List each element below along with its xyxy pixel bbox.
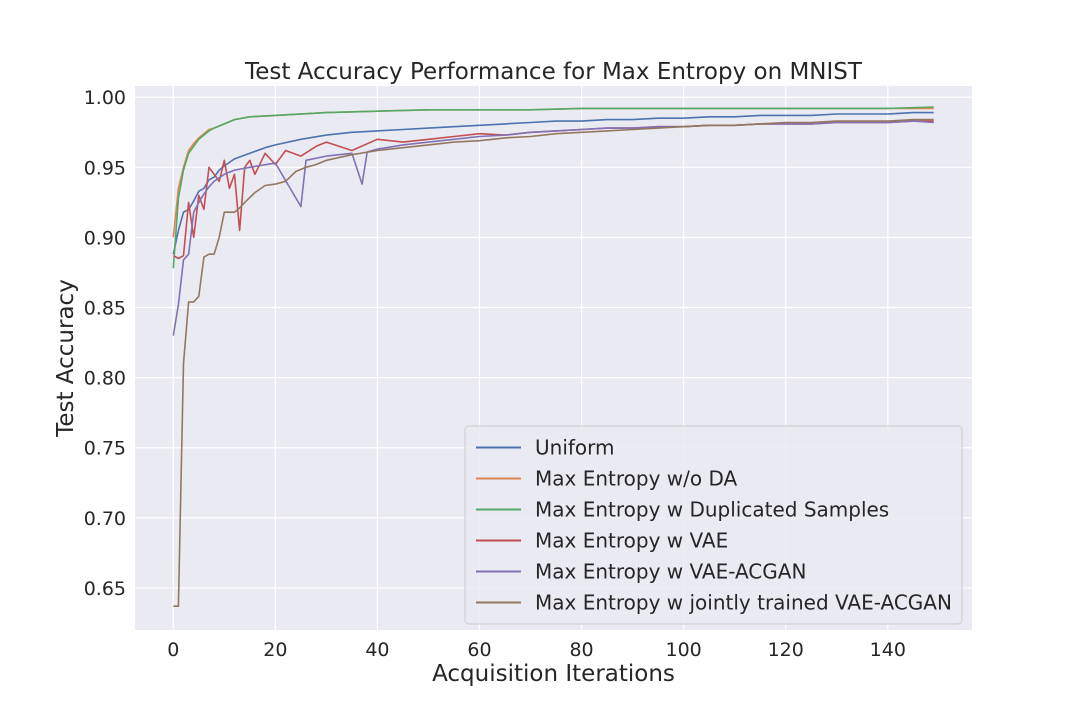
y-tick-label: 0.75: [84, 438, 126, 460]
y-tick-label: 0.90: [84, 227, 126, 249]
y-tick-label: 0.70: [84, 508, 126, 530]
legend: Uniform Max Entropy w/o DA Max Entropy w D…: [464, 425, 963, 625]
x-tick-label: 40: [365, 639, 389, 661]
x-axis-label: Acquisition Iterations: [432, 661, 675, 687]
x-tick-label: 140: [870, 639, 906, 661]
legend-label: Max Entropy w VAE: [535, 529, 728, 553]
y-tick-label: 1.00: [84, 87, 126, 109]
y-axis-ticks: 0.65 0.70 0.75 0.80 0.85 0.90 0.95 1.00: [84, 87, 126, 600]
legend-label: Max Entropy w/o DA: [535, 467, 738, 491]
x-tick-label: 120: [768, 639, 804, 661]
x-tick-label: 100: [666, 639, 702, 661]
series-group: [172, 106, 934, 608]
legend-label: Max Entropy w jointly trained VAE-ACGAN: [535, 591, 952, 615]
y-tick-label: 0.95: [84, 157, 126, 179]
legend-label: Uniform: [535, 436, 615, 460]
y-tick-label: 0.85: [84, 298, 126, 320]
legend-box: [464, 425, 963, 625]
x-axis-ticks: 0 20 40 60 80 100 120 140: [167, 639, 906, 661]
x-tick-label: 20: [263, 639, 287, 661]
series-line-5: [173, 118, 934, 608]
x-tick-label: 60: [467, 639, 491, 661]
y-axis-label: Test Accuracy: [53, 279, 79, 438]
x-tick-label: 0: [167, 639, 179, 661]
legend-label: Max Entropy w VAE-ACGAN: [535, 560, 806, 584]
y-tick-label: 0.65: [84, 578, 126, 600]
x-tick-label: 80: [569, 639, 593, 661]
y-tick-label: 0.80: [84, 368, 126, 390]
legend-label: Max Entropy w Duplicated Samples: [535, 498, 889, 522]
series-line-2: [172, 106, 934, 269]
chart-title: Test Accuracy Performance for Max Entrop…: [244, 59, 863, 85]
